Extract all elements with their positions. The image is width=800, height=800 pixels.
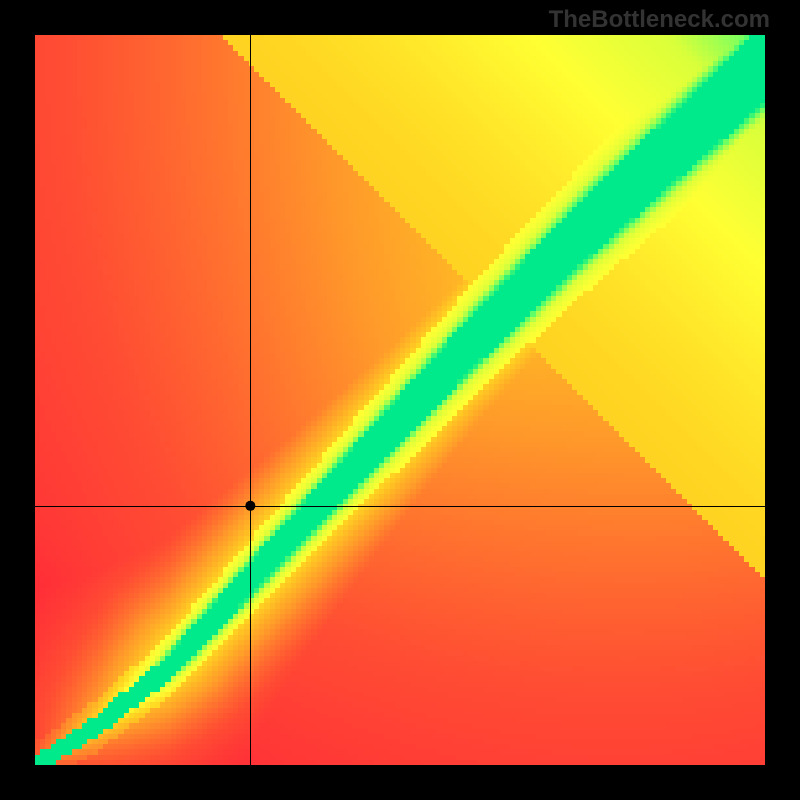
figure-container: TheBottleneck.com <box>0 0 800 800</box>
bottleneck-heatmap <box>0 0 800 800</box>
watermark-text: TheBottleneck.com <box>549 6 770 34</box>
